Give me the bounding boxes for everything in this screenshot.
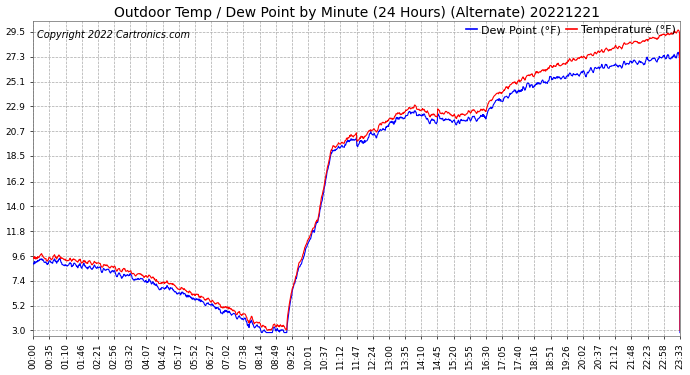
Title: Outdoor Temp / Dew Point by Minute (24 Hours) (Alternate) 20221221: Outdoor Temp / Dew Point by Minute (24 H… [114, 6, 600, 20]
Text: Copyright 2022 Cartronics.com: Copyright 2022 Cartronics.com [37, 30, 190, 40]
Legend: Dew Point (°F), Temperature (°F): Dew Point (°F), Temperature (°F) [462, 21, 680, 40]
